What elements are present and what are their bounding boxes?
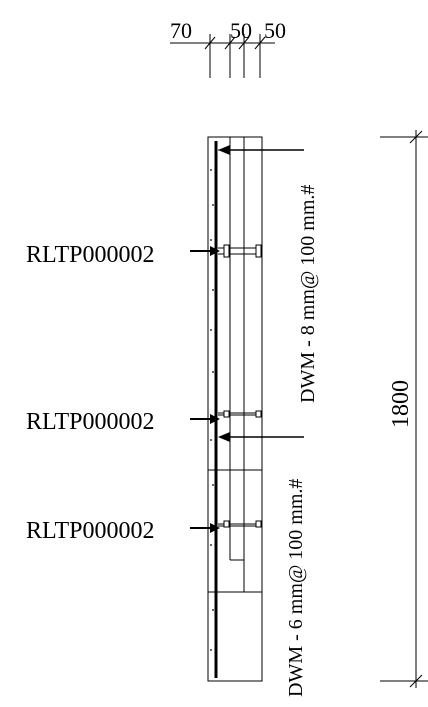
mesh-leaders [218,145,304,442]
connectors [218,244,262,528]
mesh-label-lower: DWM - 6 mm@ 100 mm.# [285,479,307,697]
tag-label-2: RLTP000002 [26,409,154,435]
dim-height-1800: 1800 [388,380,414,428]
tag-leaders [190,246,220,533]
dim-top-50-a: 50 [230,18,252,43]
tag-label-3: RLTP000002 [26,518,154,544]
mesh-label-upper: DWM - 8 mm@ 100 mm.# [297,185,319,403]
tag-label-1: RLTP000002 [26,242,154,268]
top-dimension [170,34,275,78]
height-dimension [380,130,428,688]
concrete-stipple [210,169,214,651]
dim-top-70: 70 [170,18,192,43]
dim-top-50-b: 50 [264,18,286,43]
